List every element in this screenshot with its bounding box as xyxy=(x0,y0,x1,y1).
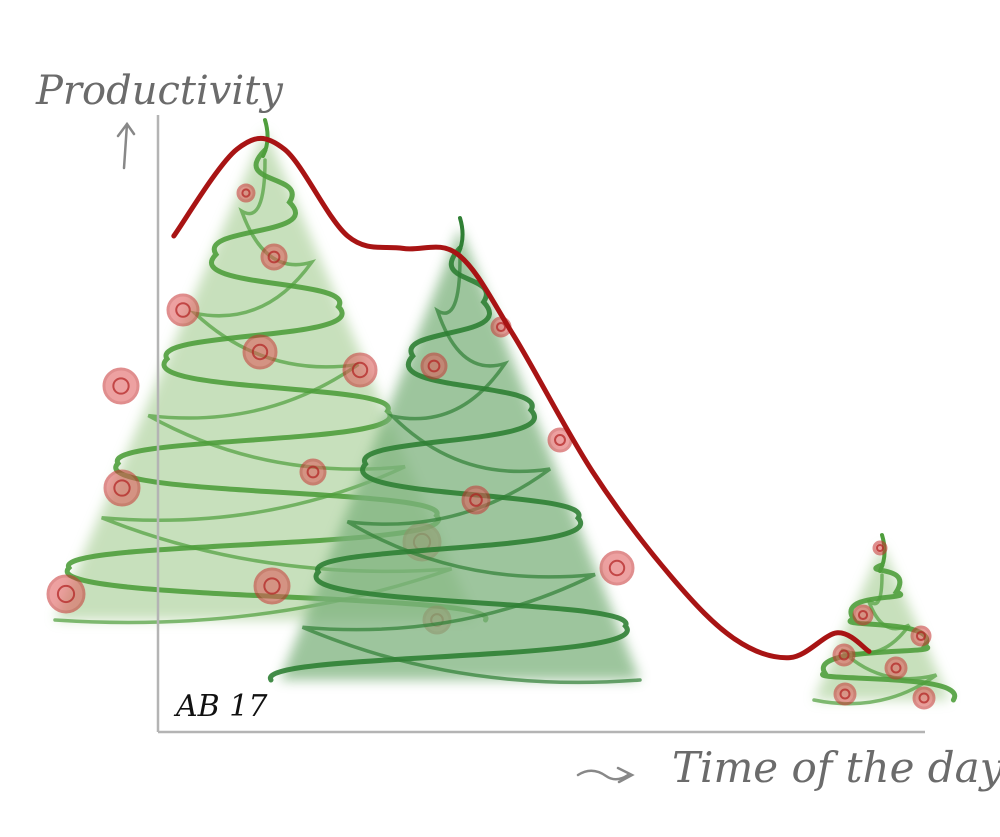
tree-ornament-ring xyxy=(241,188,251,198)
tree-ornament-ring xyxy=(113,479,131,497)
tree-ornament xyxy=(260,243,288,271)
tree-middle xyxy=(268,216,642,685)
tree-ornament xyxy=(342,352,378,388)
y-axis-label: Productivity xyxy=(35,68,284,114)
tree-ornament-ring xyxy=(554,434,566,446)
tree-ornament-ring xyxy=(608,559,626,577)
tree-ornament-ring xyxy=(263,577,281,595)
tree-ornament-ring xyxy=(306,465,320,479)
tree-ornament-ring xyxy=(267,250,281,264)
tree-decorations xyxy=(46,118,958,710)
productivity-line xyxy=(171,135,872,661)
tree-ornament-ring xyxy=(112,377,130,395)
tree-ornament-ring xyxy=(918,692,930,704)
tree-ornament-ring xyxy=(915,630,927,642)
tree-ornament xyxy=(166,293,200,327)
tree-ornament xyxy=(103,469,141,507)
tree-ornament-ring xyxy=(857,609,869,621)
tree-ornament xyxy=(832,643,856,667)
x-axis-arrow xyxy=(576,766,635,784)
tree-ornament-ring xyxy=(351,361,369,379)
tree-ornament xyxy=(420,352,448,380)
tree-ornament-ring xyxy=(495,321,507,333)
tree-ornament xyxy=(910,625,932,647)
tree-ornament-ring xyxy=(251,343,269,361)
tree-ornament xyxy=(872,540,888,556)
tree-ornament-ring xyxy=(175,302,191,318)
signature: AB 17 xyxy=(173,689,268,724)
tree-ornament-ring xyxy=(427,359,441,373)
tree-right xyxy=(812,533,958,710)
tree-ornament-ring xyxy=(469,493,483,507)
tree-ornament-ring xyxy=(56,584,76,604)
tree-ornament xyxy=(852,604,874,626)
tree-body xyxy=(280,228,640,680)
tree-garland-inner xyxy=(301,256,642,685)
tree-ornament-ring xyxy=(876,544,884,552)
tree-ornament xyxy=(299,458,327,486)
x-axis-label: Time of the day xyxy=(672,743,1000,792)
tree-ornament xyxy=(242,334,278,370)
tree-ornament xyxy=(833,682,857,706)
tree-ornament-ring xyxy=(890,662,902,674)
tree-ornament xyxy=(46,574,86,614)
tree-ornament xyxy=(884,656,908,680)
tree-ornament xyxy=(912,686,936,710)
tree-ornament-ring xyxy=(838,649,850,661)
y-axis-arrow xyxy=(116,121,136,170)
tree-ornament xyxy=(461,485,491,515)
tree-ornament xyxy=(253,567,291,605)
tree-ornament xyxy=(102,367,140,405)
tree-ornament xyxy=(236,183,256,203)
series-layer xyxy=(171,135,872,661)
tree-ornament xyxy=(599,550,635,586)
tree-ornament-ring xyxy=(839,688,851,700)
